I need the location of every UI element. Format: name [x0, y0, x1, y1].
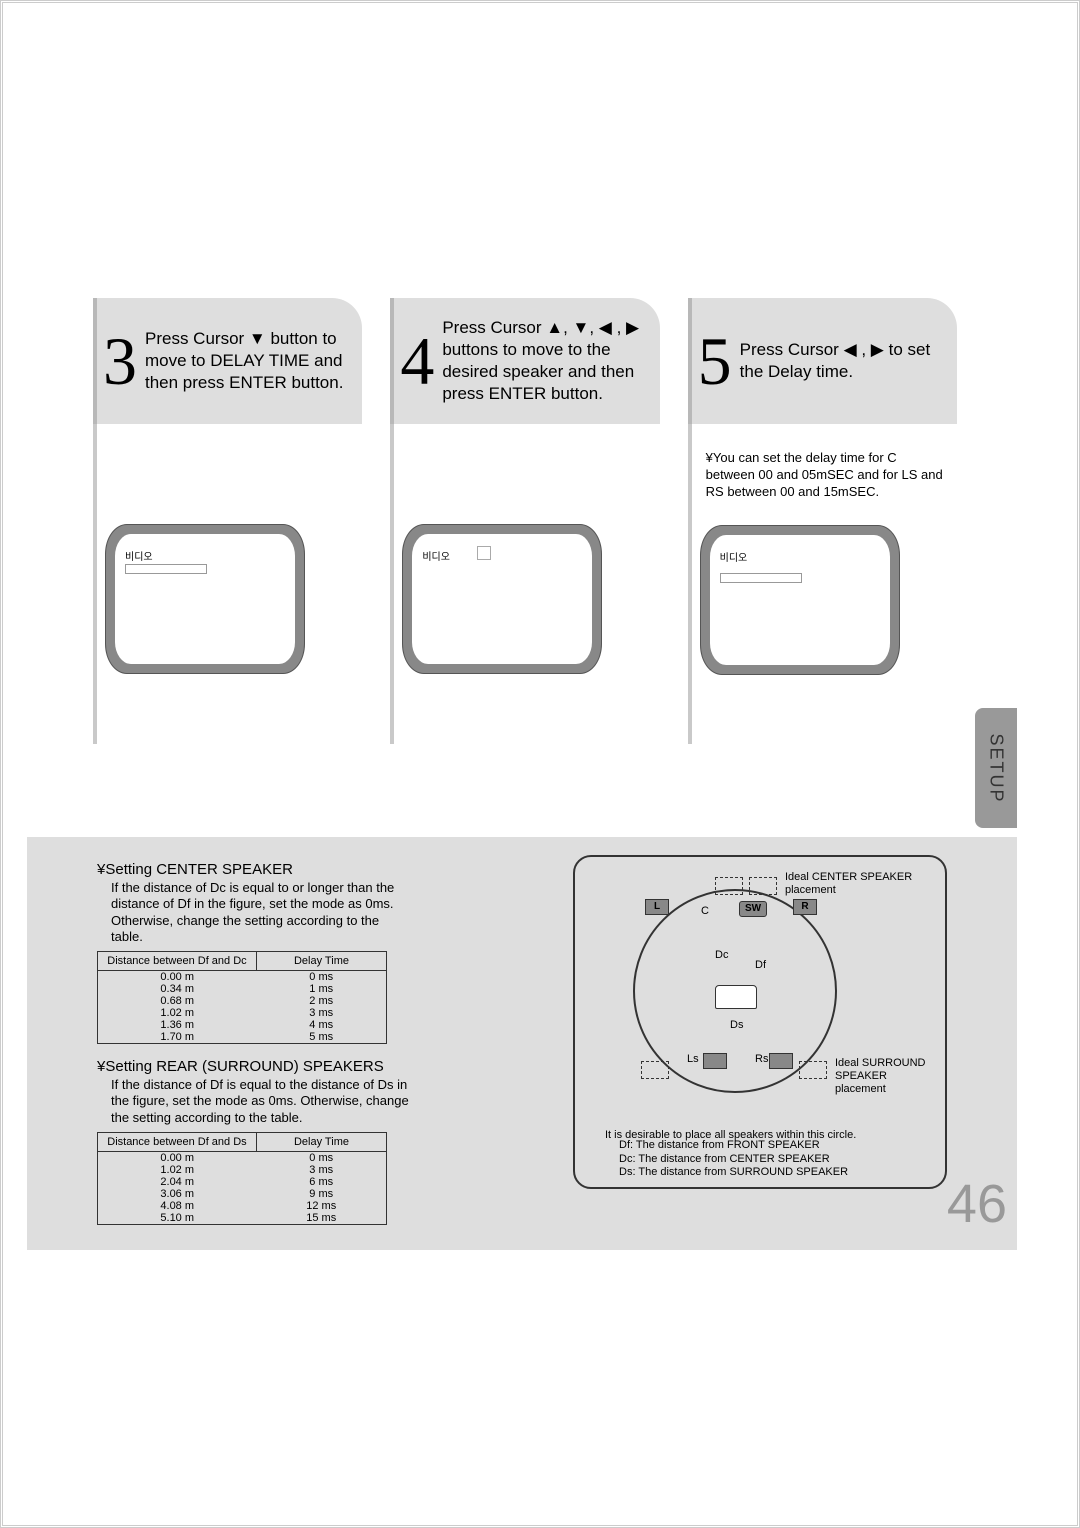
label-Rs: Rs — [755, 1053, 768, 1065]
label-Dc: Dc — [715, 949, 728, 961]
rear-desc: If the distance of Df is equal to the di… — [111, 1077, 411, 1126]
ideal-surround-pos — [641, 1061, 669, 1079]
speaker-R: R — [793, 899, 817, 915]
step-number: 5 — [698, 327, 732, 395]
center-desc: If the distance of Dc is equal to or lon… — [111, 880, 411, 945]
tv-screenshot: 비디오 — [105, 524, 305, 674]
ideal-center-label: Ideal CENTER SPEAKER placement — [785, 871, 925, 897]
speaker-Rs — [769, 1053, 793, 1069]
step-number: 3 — [103, 327, 137, 395]
rear-table: Distance between Df and DsDelay Time 0.0… — [97, 1132, 387, 1225]
th-distance: Distance between Df and Ds — [98, 1132, 257, 1151]
step-text: Press Cursor ▲, ▼, ◀ , ▶ buttons to move… — [442, 317, 647, 405]
label-Ls: Ls — [687, 1053, 699, 1065]
setup-tab-label: SETUP — [986, 733, 1007, 803]
tv-label: 비디오 — [125, 548, 153, 563]
speaker-diagram: L R C SW Ideal CENTER SPEAKER placement … — [573, 855, 947, 1189]
step-header: 3 Press Cursor ▼ button to move to DELAY… — [93, 298, 362, 424]
step-text: Press Cursor ▼ button to move to DELAY T… — [145, 328, 350, 394]
settings-panel: ¥Setting CENTER SPEAKER If the distance … — [27, 837, 1017, 1250]
step-header: 5 Press Cursor ◀ , ▶ to set the Delay ti… — [688, 298, 957, 424]
tv-highlight-bar — [125, 564, 207, 574]
th-delay: Delay Time — [256, 952, 386, 971]
step-note: ¥You can set the delay time for C betwee… — [706, 450, 949, 501]
setup-tab: SETUP — [975, 708, 1017, 828]
step-header: 4 Press Cursor ▲, ▼, ◀ , ▶ buttons to mo… — [390, 298, 659, 424]
step-body: ¥You can set the delay time for C betwee… — [688, 424, 957, 744]
diagram-definitions: Df: The distance from FRONT SPEAKER Dc: … — [619, 1139, 848, 1179]
ideal-center-pos — [749, 877, 777, 895]
label-Df: Df — [755, 959, 766, 971]
listener-icon — [715, 985, 757, 1009]
manual-page: 3 Press Cursor ▼ button to move to DELAY… — [0, 0, 1080, 1528]
step-5: 5 Press Cursor ◀ , ▶ to set the Delay ti… — [688, 298, 957, 744]
step-number: 4 — [400, 327, 434, 395]
label-Ds: Ds — [730, 1019, 743, 1031]
step-body: 비디오 — [93, 424, 362, 744]
tv-screenshot: 비디오 — [402, 524, 602, 674]
th-delay: Delay Time — [256, 1132, 386, 1151]
ideal-surround-pos — [799, 1061, 827, 1079]
tv-screenshot: 비디오 — [700, 525, 900, 675]
speaker-L: L — [645, 899, 669, 915]
step-3: 3 Press Cursor ▼ button to move to DELAY… — [93, 298, 362, 744]
tv-label: 비디오 — [720, 549, 748, 564]
step-4: 4 Press Cursor ▲, ▼, ◀ , ▶ buttons to mo… — [390, 298, 659, 744]
th-distance: Distance between Df and Dc — [98, 952, 257, 971]
tv-cursor-square — [477, 546, 491, 560]
center-table: Distance between Df and DcDelay Time 0.0… — [97, 951, 387, 1044]
label-C: C — [701, 905, 709, 917]
page-number: 46 — [947, 1173, 1007, 1235]
ideal-surround-label: Ideal SURROUND SPEAKER placement — [835, 1057, 935, 1097]
tv-highlight-bar — [720, 573, 802, 583]
tv-label: 비디오 — [422, 548, 450, 563]
steps-row: 3 Press Cursor ▼ button to move to DELAY… — [93, 298, 957, 744]
speaker-SW: SW — [739, 901, 767, 917]
step-body: 비디오 — [390, 424, 659, 744]
step-text: Press Cursor ◀ , ▶ to set the Delay time… — [740, 339, 945, 383]
ideal-center-pos — [715, 877, 743, 895]
speaker-Ls — [703, 1053, 727, 1069]
